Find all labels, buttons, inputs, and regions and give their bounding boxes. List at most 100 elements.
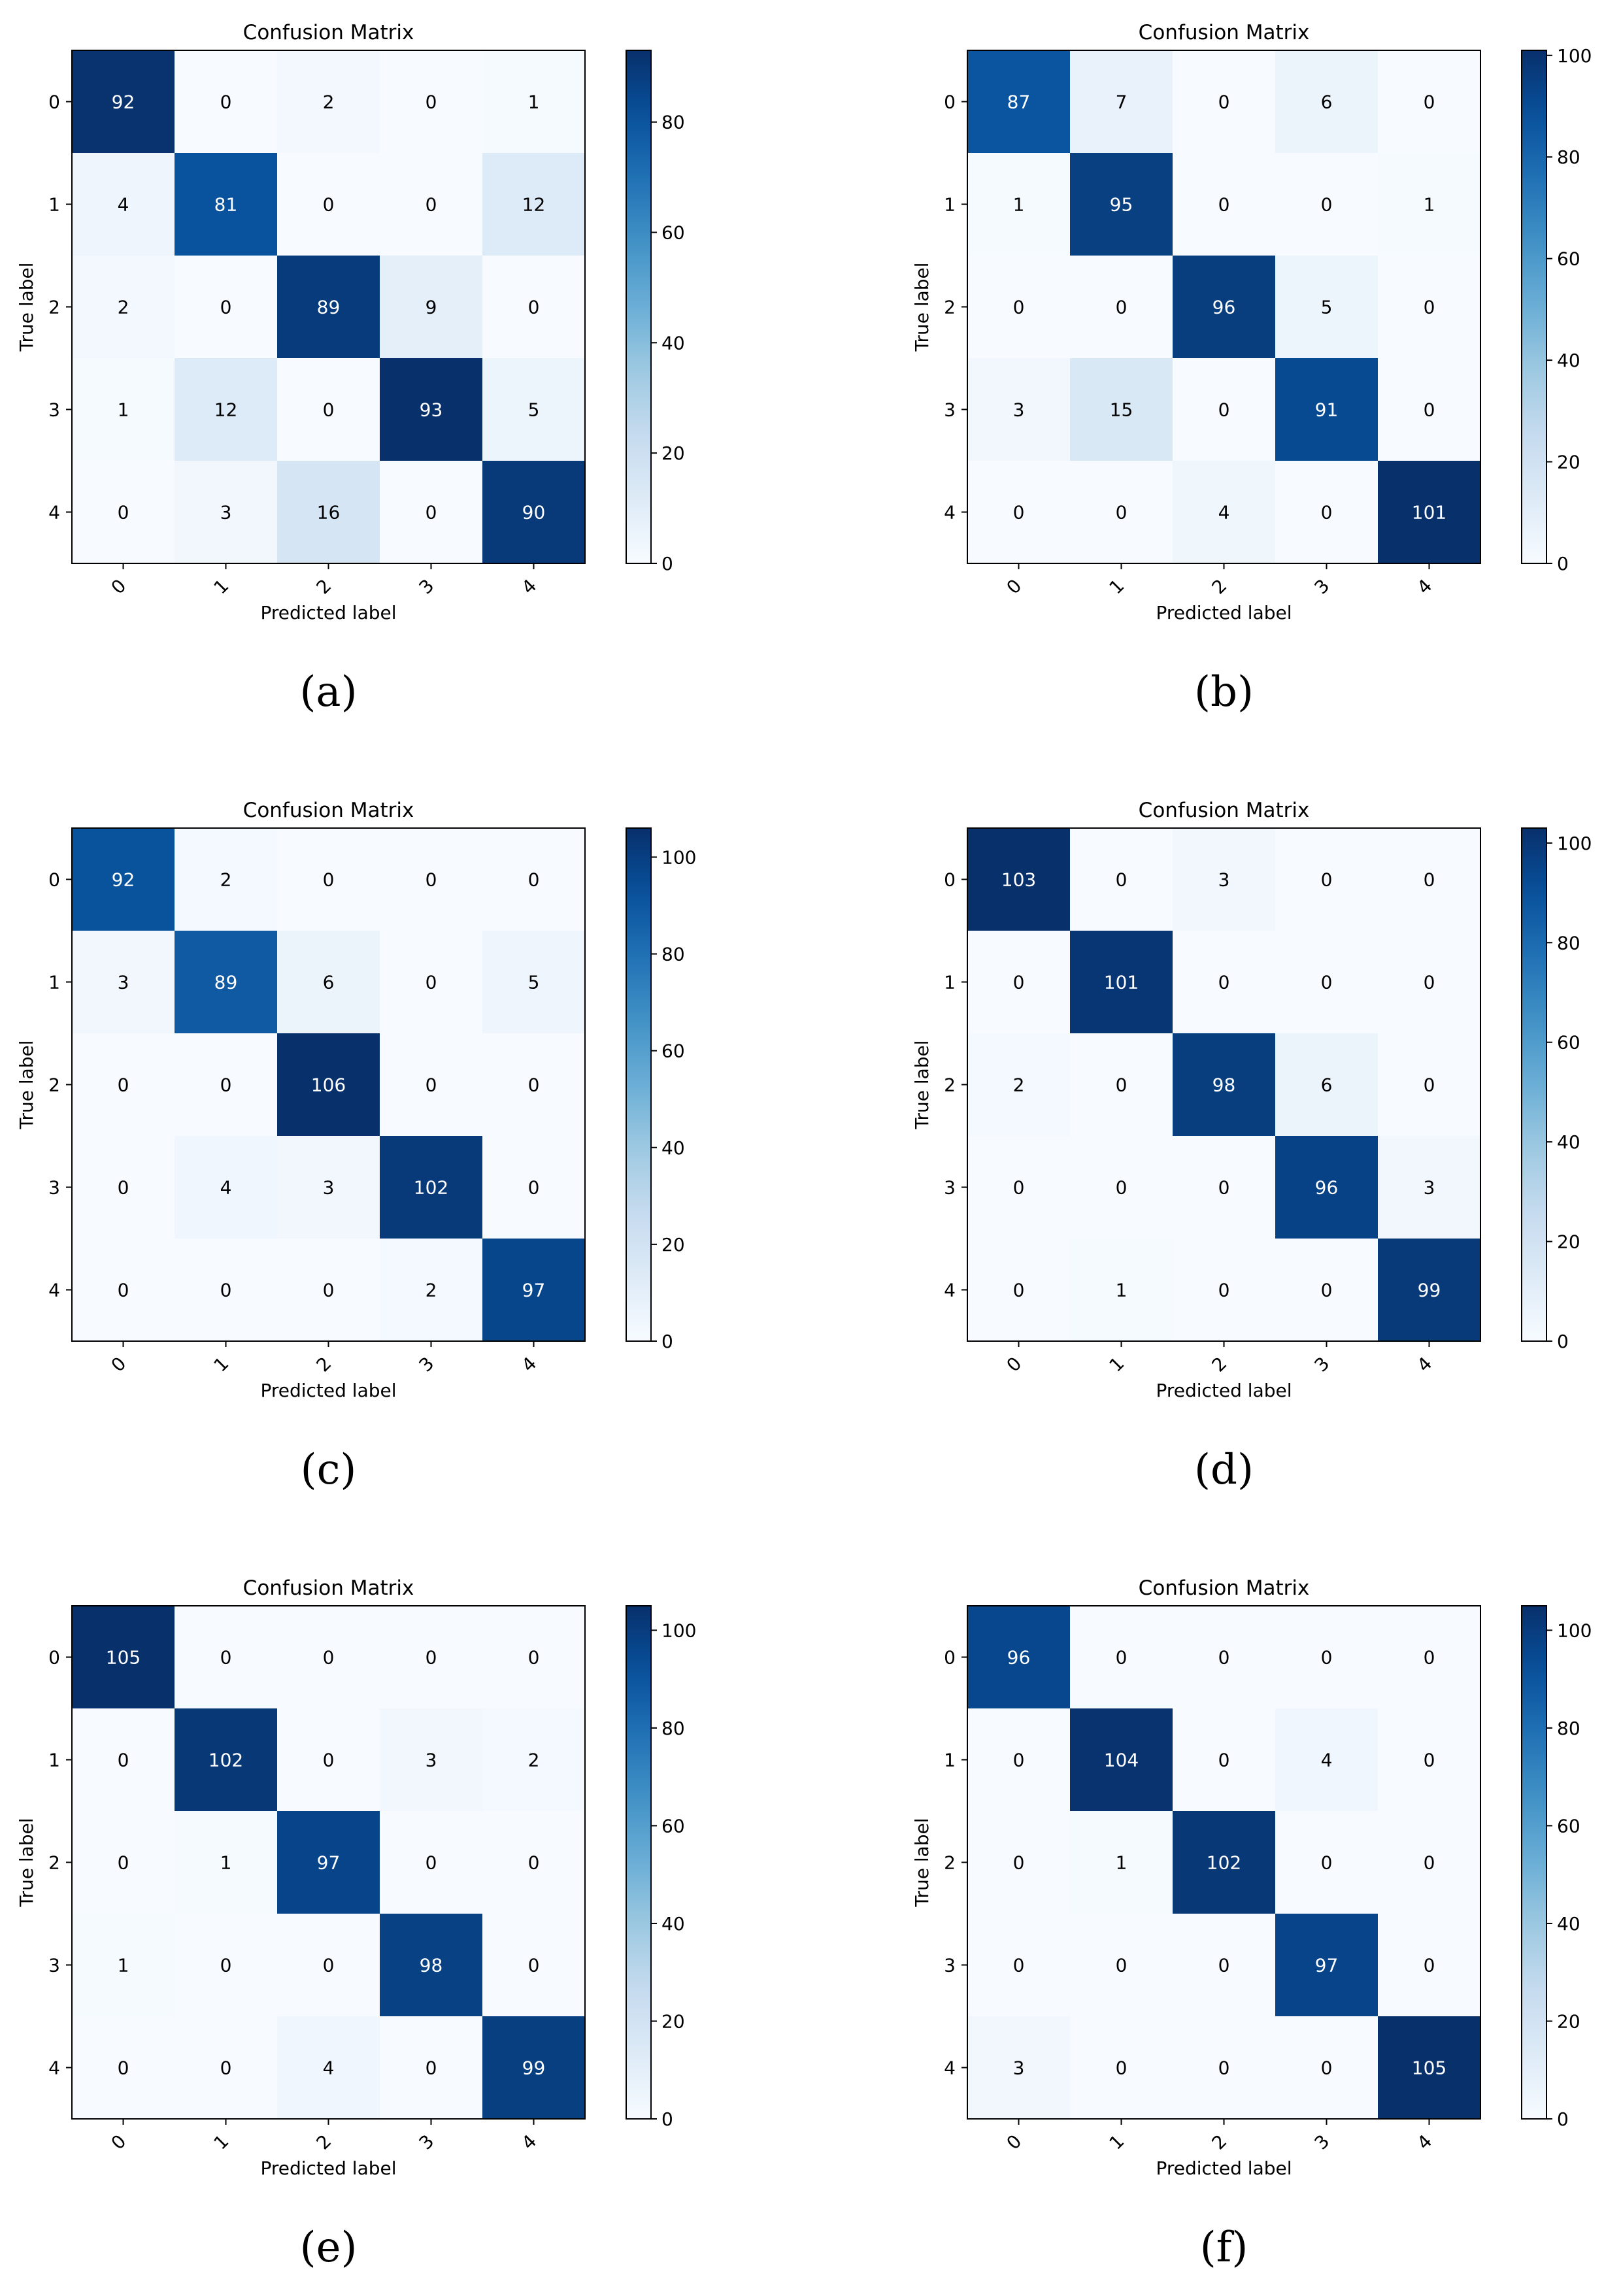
heatmap-cell: [482, 1033, 585, 1136]
chart-title: Confusion Matrix: [1139, 799, 1310, 822]
cell-value-label: 0: [1013, 297, 1025, 318]
heatmap-cell: [175, 2016, 277, 2119]
cell-value-label: 0: [118, 2057, 129, 2079]
cell-value-label: 0: [1424, 1852, 1435, 1874]
cell-value-label: 105: [106, 1647, 141, 1669]
x-tick-label: 3: [1311, 2131, 1334, 2154]
colorbar-tick-label: 40: [1557, 350, 1580, 371]
cell-value-label: 12: [214, 399, 238, 421]
cell-value-label: 0: [1218, 1647, 1230, 1669]
heatmap-cell: [967, 1033, 1070, 1136]
colorbar-tick-label: 20: [1557, 1231, 1580, 1253]
cell-value-label: 0: [426, 194, 437, 216]
colorbar-tick-label: 60: [661, 1815, 685, 1837]
heatmap-cell: [967, 461, 1070, 563]
heatmap-cell: [1378, 358, 1480, 461]
x-tick-label: 0: [1003, 1353, 1026, 1376]
heatmap-cell: [1378, 1708, 1480, 1811]
heatmap-cell: [1173, 1606, 1275, 1708]
x-tick-label: 4: [1413, 2131, 1437, 2154]
cell-value-label: 0: [118, 1750, 129, 1771]
heatmap-cell: [967, 1708, 1070, 1811]
heatmap-cell: [967, 358, 1070, 461]
heatmap-cell: [482, 50, 585, 153]
cell-value-label: 99: [522, 2057, 546, 2079]
x-axis-label: Predicted label: [1156, 1380, 1292, 1401]
x-tick-label: 3: [415, 2131, 439, 2154]
cell-value-label: 1: [1116, 1280, 1128, 1301]
cell-value-label: 0: [323, 1750, 335, 1771]
cell-value-label: 0: [118, 1852, 129, 1874]
cell-value-label: 0: [1013, 1177, 1025, 1199]
cell-value-label: 0: [528, 869, 540, 891]
chart-title: Confusion Matrix: [243, 21, 414, 44]
cell-value-label: 0: [1013, 972, 1025, 993]
colorbar: [626, 827, 652, 1342]
heatmap-cell: [277, 1239, 380, 1341]
y-tick-label: 0: [944, 1647, 956, 1669]
colorbar: [626, 50, 652, 564]
y-axis-label: True label: [16, 262, 37, 352]
cell-value-label: 0: [1218, 1280, 1230, 1301]
heatmap-cell: [1378, 461, 1480, 563]
heatmap-cell: [380, 153, 482, 256]
cell-value-label: 1: [118, 399, 129, 421]
y-tick-label: 1: [48, 194, 60, 216]
cell-value-label: 0: [1116, 1647, 1128, 1669]
heatmap-cell: [1173, 1708, 1275, 1811]
x-tick-label: 2: [312, 2131, 336, 2154]
heatmap-cell: [277, 358, 380, 461]
x-tick-label: 2: [1208, 1353, 1231, 1376]
colorbar-tick-label: 100: [661, 846, 696, 868]
heatmap-cell: [1070, 1708, 1173, 1811]
y-tick-label: 3: [944, 1177, 956, 1199]
heatmap-cell: [277, 931, 380, 1033]
heatmap-cell: [1378, 256, 1480, 358]
x-tick-label: 2: [312, 1353, 336, 1376]
heatmap-cell: [1070, 358, 1173, 461]
heatmap-cell: [1275, 461, 1378, 563]
cell-value-label: 0: [426, 2057, 437, 2079]
heatmap-cell: [1275, 1136, 1378, 1239]
heatmap-cell: [1378, 828, 1480, 931]
heatmap-cell: [380, 358, 482, 461]
y-tick-label: 3: [48, 1177, 60, 1199]
cell-value-label: 0: [1424, 1750, 1435, 1771]
y-axis-label: True label: [911, 262, 933, 352]
cell-value-label: 3: [1218, 869, 1230, 891]
heatmap-cell: [1275, 1811, 1378, 1914]
x-tick-label: 0: [107, 2131, 131, 2154]
cell-value-label: 102: [1207, 1852, 1241, 1874]
cell-value-label: 87: [1007, 92, 1031, 113]
cell-value-label: 101: [1104, 972, 1139, 993]
x-axis-label: Predicted label: [260, 2157, 396, 2179]
heatmap-cell: [1070, 50, 1173, 153]
heatmap-cell: [277, 1136, 380, 1239]
panel-caption: (d): [1194, 1446, 1254, 1494]
cell-value-label: 97: [317, 1852, 341, 1874]
x-tick-label: 4: [518, 1353, 541, 1376]
heatmap-cell: [967, 828, 1070, 931]
cell-value-label: 98: [420, 1955, 443, 1976]
colorbar-tick-label: 20: [1557, 452, 1580, 473]
colorbar-tick-label: 100: [1557, 1620, 1592, 1641]
colorbar-tick-label: 40: [1557, 1913, 1580, 1935]
y-tick-label: 4: [48, 1280, 60, 1301]
cell-value-label: 0: [1218, 1750, 1230, 1771]
heatmap-cell: [1070, 1136, 1173, 1239]
cell-value-label: 0: [1116, 1177, 1128, 1199]
heatmap-cell: [967, 1811, 1070, 1914]
cell-value-label: 0: [528, 1852, 540, 1874]
colorbar-tick-label: 60: [661, 1040, 685, 1062]
cell-value-label: 4: [323, 2057, 335, 2079]
heatmap-cell: [380, 1606, 482, 1708]
colorbar-tick-label: 100: [661, 1620, 696, 1641]
cell-value-label: 5: [1321, 297, 1333, 318]
heatmap-cell: [380, 2016, 482, 2119]
y-tick-label: 3: [48, 399, 60, 421]
x-tick-label: 0: [107, 575, 131, 599]
heatmap-cell: [72, 1811, 175, 1914]
y-tick-label: 4: [944, 502, 956, 524]
